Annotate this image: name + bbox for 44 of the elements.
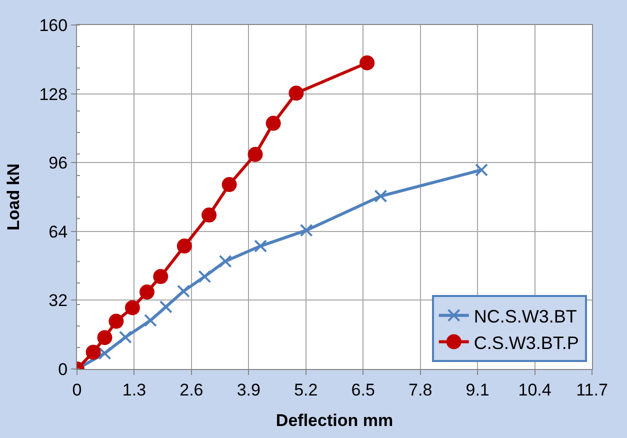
x-tick-label: 7.8 [408,380,432,400]
point [254,240,268,253]
point [108,314,124,329]
y-tick-label: 128 [39,84,68,104]
y-tick-label: 0 [58,360,68,379]
point [98,346,112,360]
point [159,300,172,314]
point [124,300,140,316]
point [374,190,388,203]
point [266,116,281,131]
point [144,314,158,327]
legend-label: C.S.W3.BT.P [474,332,579,353]
y-tick-label: 160 [39,16,68,35]
x-tick-label: 3.9 [236,380,260,400]
x-tick-label: 2.6 [180,380,204,400]
point [118,330,132,344]
point [202,208,217,223]
point [475,163,488,176]
y-tick-label: 96 [48,154,68,173]
legend-label: NC.S.W3.BT [474,306,577,326]
point [222,177,237,192]
point [288,86,304,101]
y-tick-label: 32 [48,291,68,310]
point [177,284,190,298]
y-axis-title: Load kN [4,163,23,231]
x-tick-label: 6.5 [351,380,375,400]
x-tick-label: 9.1 [466,380,490,400]
point [300,224,313,237]
point [86,344,101,360]
x-tick-label: 5.2 [294,380,318,400]
x-axis-title: Deflection mm [276,410,394,430]
x-tick-label: 10.4 [518,380,552,400]
point [153,269,168,284]
y-tick-label: 64 [48,222,68,242]
point [97,330,112,346]
x-tick-label: 1.3 [122,380,146,400]
point [218,254,232,268]
point [139,284,154,300]
point [176,238,192,254]
x-tick-label: 0 [72,380,82,400]
point [248,146,263,162]
x-tick-label: 11.7 [576,380,608,400]
point [198,270,212,284]
point [360,55,375,70]
